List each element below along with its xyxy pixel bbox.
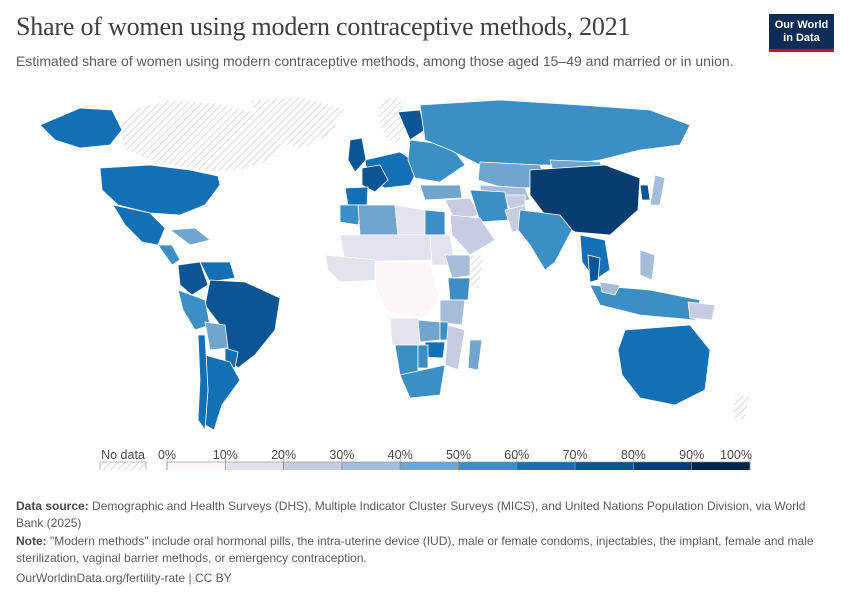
region-turkey[interactable] [419,184,463,201]
region-colombia[interactable] [177,261,209,296]
legend-bin-1[interactable] [225,461,284,470]
region-korea[interactable] [639,184,651,201]
legend-tick-label: 70% [563,448,588,462]
region-russia[interactable] [419,99,691,166]
region-thailand[interactable] [587,254,601,283]
legend-tick-label: 50% [446,448,471,462]
legend-tick-label: 0% [158,448,176,462]
legend-tick-label: 100% [720,448,752,462]
legend-bin-9[interactable] [691,461,751,470]
region-greenland[interactable] [249,96,346,151]
legend-bin-5[interactable] [458,461,518,470]
region-japan[interactable] [649,174,666,206]
legend-bin-4[interactable] [399,461,459,470]
legend-bin-0[interactable] [166,461,226,470]
region-caribbean[interactable] [169,227,211,246]
region-madagascar[interactable] [467,339,483,371]
region-indonesia[interactable] [589,284,701,321]
map-regions [39,96,751,431]
region-arabian-peninsula[interactable] [449,214,496,256]
region-egypt[interactable] [424,209,446,236]
region-australia[interactable] [617,324,711,406]
legend-bin-8[interactable] [633,461,693,470]
region-peru[interactable] [177,289,211,331]
region-botswana[interactable] [417,344,429,369]
region-west-africa[interactable] [324,254,381,283]
note-text: "Modern methods" include oral hormonal p… [16,534,814,565]
region-central-america[interactable] [157,244,181,266]
owid-logo[interactable]: Our World in Data [769,14,834,52]
logo-line-2: in Data [783,32,820,44]
source-label: Data source: [16,499,89,513]
legend: No data 0% 10% 20% 30% 40% 50% 60% 70% 80% 90% 100% [99,448,752,470]
region-france[interactable] [361,164,389,193]
region-chile[interactable] [197,334,209,431]
region-central-africa[interactable] [374,261,441,321]
region-morocco[interactable] [339,204,363,226]
source-text: Demographic and Health Surveys (DHS), Mu… [16,499,806,530]
region-south-africa[interactable] [399,364,446,399]
region-somalia[interactable] [469,254,486,291]
legend-bin-6[interactable] [516,461,576,470]
region-united-kingdom[interactable] [347,137,367,173]
legend-bin-7[interactable] [574,461,634,470]
region-angola[interactable] [389,317,421,346]
region-bolivia[interactable] [204,321,229,351]
data-source: Data source: Demographic and Health Surv… [16,498,826,532]
region-philippines[interactable] [639,249,656,281]
chart-subtitle: Estimated share of women using modern co… [16,53,734,69]
region-algeria[interactable] [357,204,399,236]
legend-tick-label: 20% [271,448,296,462]
region-mozambique[interactable] [444,324,466,371]
region-venezuela[interactable] [199,261,236,283]
region-libya[interactable] [394,204,426,236]
legend-tick-label: 30% [329,448,354,462]
region-scandinavia[interactable] [377,96,409,146]
legend-tick-label: 60% [504,448,529,462]
region-papua-new-guinea[interactable] [687,301,716,321]
legend-bin-2[interactable] [283,461,343,470]
legend-tick-label: 10% [213,448,238,462]
region-united-states[interactable] [99,164,221,216]
legend-tick-label: 90% [679,448,704,462]
legend-tick-label: 40% [388,448,413,462]
region-zambia[interactable] [417,319,441,343]
region-tanzania[interactable] [439,299,466,326]
legend-no-data-label: No data [101,448,145,462]
region-new-zealand[interactable] [731,394,751,421]
chart-title: Share of women using modern contraceptiv… [16,12,631,41]
source-url[interactable]: OurWorldinData.org/fertility-rate | CC B… [16,571,232,585]
legend-no-data-swatch[interactable] [99,461,147,470]
region-malaysia[interactable] [599,281,621,296]
region-iberia[interactable] [344,186,369,206]
region-namibia[interactable] [394,344,419,376]
note: Note: "Modern methods" include oral horm… [16,533,826,567]
region-canada[interactable] [117,99,291,173]
region-kenya[interactable] [447,277,471,301]
region-alaska-united-states[interactable] [39,107,123,149]
legend-bin-3[interactable] [341,461,401,470]
legend-tick-label: 80% [621,448,646,462]
note-label: Note: [16,534,47,548]
world-map[interactable]: No data 0% 10% 20% 30% 40% 50% 60% 70% 80% 90% 100% [0,95,850,470]
region-india[interactable] [517,209,573,271]
logo-line-1: Our World [774,19,829,31]
